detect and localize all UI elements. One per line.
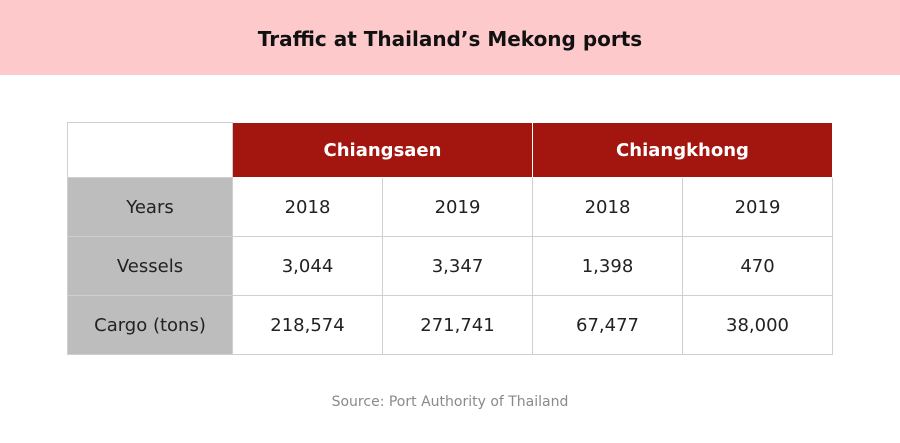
cell: 1,398 — [532, 236, 683, 296]
corner-cell — [67, 122, 233, 178]
source: Source: Port Authority of Thailand — [331, 394, 569, 410]
title: Traffic at Thailand’s Mekong ports — [257, 27, 643, 51]
table-row: Vessels 3,044 3,347 1,398 470 — [67, 236, 833, 296]
cell: 67,477 — [532, 295, 683, 355]
row-header: Years — [67, 177, 233, 237]
cell: 2018 — [232, 177, 383, 237]
cell: 271,741 — [382, 295, 533, 355]
cell: 470 — [682, 236, 833, 296]
cell: 38,000 — [682, 295, 833, 355]
row-header: Cargo (tons) — [67, 295, 233, 355]
header-band — [0, 0, 900, 75]
cell: 218,574 — [232, 295, 383, 355]
table-row: Years 2018 2019 2018 2019 — [67, 177, 833, 237]
cell: 2018 — [532, 177, 683, 237]
cell: 2019 — [682, 177, 833, 237]
table-row: Cargo (tons) 218,574 271,741 67,477 38,000 — [67, 295, 833, 355]
header-row: Chiangsaen Chiangkhong — [67, 122, 833, 178]
table: Chiangsaen Chiangkhong Years 2018 2019 2018… — [67, 122, 833, 355]
group-header: Chiangsaen — [232, 122, 533, 178]
cell: 3,044 — [232, 236, 383, 296]
row-header: Vessels — [67, 236, 233, 296]
cell: 2019 — [382, 177, 533, 237]
cell: 3,347 — [382, 236, 533, 296]
group-header: Chiangkhong — [532, 122, 833, 178]
